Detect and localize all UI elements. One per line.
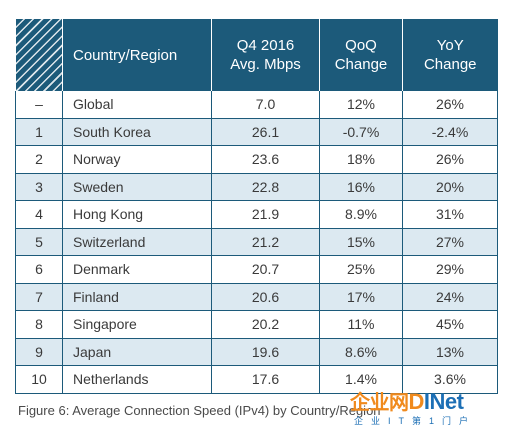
qoq-cell: 12%	[319, 91, 403, 119]
speed-cell: 21.2	[211, 228, 320, 256]
header-speed-line1: Q4 2016	[236, 37, 295, 54]
watermark-net: INet	[423, 389, 464, 414]
yoy-cell: 20%	[402, 173, 498, 201]
table-row: 6 Denmark 20.7 25% 29%	[15, 255, 498, 284]
speed-cell: 26.1	[211, 118, 320, 146]
table-header-row: Country/Region Q4 2016 Avg. Mbps QoQ Chang…	[15, 19, 498, 91]
rank-cell: 1	[15, 118, 63, 146]
yoy-cell: 26%	[402, 145, 498, 174]
header-qoq: QoQ Change	[319, 19, 403, 91]
country-cell: Global	[62, 91, 212, 119]
country-cell: South Korea	[62, 118, 212, 146]
yoy-cell: 29%	[402, 255, 498, 284]
yoy-cell: 13%	[402, 338, 498, 366]
watermark-title: 企业网DINet	[350, 386, 464, 415]
speed-cell: 17.6	[211, 365, 320, 394]
header-qoq-line2: Change	[334, 56, 388, 73]
qoq-cell: 15%	[319, 228, 403, 256]
country-cell: Singapore	[62, 310, 212, 339]
table-row: – Global 7.0 12% 26%	[15, 91, 498, 119]
country-cell: Finland	[62, 283, 212, 311]
table-row: 7 Finland 20.6 17% 24%	[15, 283, 498, 311]
country-cell: Netherlands	[62, 365, 212, 394]
rank-cell: 3	[15, 173, 63, 201]
qoq-cell: 16%	[319, 173, 403, 201]
country-cell: Hong Kong	[62, 200, 212, 229]
hatch-pattern	[15, 19, 62, 91]
qoq-cell: 8.9%	[319, 200, 403, 229]
header-yoy-line1: YoY	[436, 37, 464, 54]
header-country-label: Country/Region	[73, 46, 178, 64]
header-hatch-cell	[15, 19, 63, 91]
header-qoq-line1: QoQ	[345, 37, 377, 54]
country-cell: Norway	[62, 145, 212, 174]
yoy-cell: 45%	[402, 310, 498, 339]
speed-cell: 23.6	[211, 145, 320, 174]
country-cell: Denmark	[62, 255, 212, 284]
rank-cell: 5	[15, 228, 63, 256]
yoy-cell: 24%	[402, 283, 498, 311]
table-row: 10 Netherlands 17.6 1.4% 3.6%	[15, 365, 498, 394]
rank-cell: 8	[15, 310, 63, 339]
header-country: Country/Region	[62, 19, 212, 91]
speed-cell: 20.2	[211, 310, 320, 339]
rank-cell: 10	[15, 365, 63, 394]
rank-cell: 6	[15, 255, 63, 284]
yoy-cell: 3.6%	[402, 365, 498, 394]
rank-cell: 9	[15, 338, 63, 366]
country-cell: Japan	[62, 338, 212, 366]
table-row: 4 Hong Kong 21.9 8.9% 31%	[15, 200, 498, 229]
speed-cell: 21.9	[211, 200, 320, 229]
header-speed-line2: Avg. Mbps	[230, 56, 301, 73]
country-cell: Switzerland	[62, 228, 212, 256]
rank-cell: 2	[15, 145, 63, 174]
table-row: 3 Sweden 22.8 16% 20%	[15, 173, 498, 201]
table-row: 8 Singapore 20.2 11% 45%	[15, 310, 498, 339]
header-speed: Q4 2016 Avg. Mbps	[211, 19, 320, 91]
table-row: 5 Switzerland 21.2 15% 27%	[15, 228, 498, 256]
qoq-cell: 8.6%	[319, 338, 403, 366]
speed-cell: 22.8	[211, 173, 320, 201]
qoq-cell: 17%	[319, 283, 403, 311]
watermark-cn: 企业网	[350, 390, 409, 414]
yoy-cell: -2.4%	[402, 118, 498, 146]
rank-cell: –	[15, 91, 63, 119]
country-cell: Sweden	[62, 173, 212, 201]
header-yoy: YoY Change	[402, 19, 498, 91]
speed-cell: 19.6	[211, 338, 320, 366]
yoy-cell: 27%	[402, 228, 498, 256]
watermark-logo: 企业网DINet 企业IT第1门户	[350, 386, 512, 430]
figure-caption: Figure 6: Average Connection Speed (IPv4…	[18, 403, 381, 418]
speed-cell: 20.6	[211, 283, 320, 311]
table-row: 1 South Korea 26.1 -0.7% -2.4%	[15, 118, 498, 146]
connection-speed-table: Country/Region Q4 2016 Avg. Mbps QoQ Chang…	[15, 19, 498, 394]
watermark-subtitle: 企业IT第1门户	[354, 416, 477, 426]
speed-cell: 7.0	[211, 91, 320, 119]
watermark-d: D	[408, 389, 425, 414]
rank-cell: 7	[15, 283, 63, 311]
rank-cell: 4	[15, 200, 63, 229]
qoq-cell: 1.4%	[319, 365, 403, 394]
qoq-cell: 25%	[319, 255, 403, 284]
table-row: 9 Japan 19.6 8.6% 13%	[15, 338, 498, 366]
yoy-cell: 26%	[402, 91, 498, 119]
yoy-cell: 31%	[402, 200, 498, 229]
table-row: 2 Norway 23.6 18% 26%	[15, 145, 498, 174]
qoq-cell: 11%	[319, 310, 403, 339]
speed-cell: 20.7	[211, 255, 320, 284]
header-yoy-line2: Change	[423, 56, 477, 73]
qoq-cell: 18%	[319, 145, 403, 174]
qoq-cell: -0.7%	[319, 118, 403, 146]
